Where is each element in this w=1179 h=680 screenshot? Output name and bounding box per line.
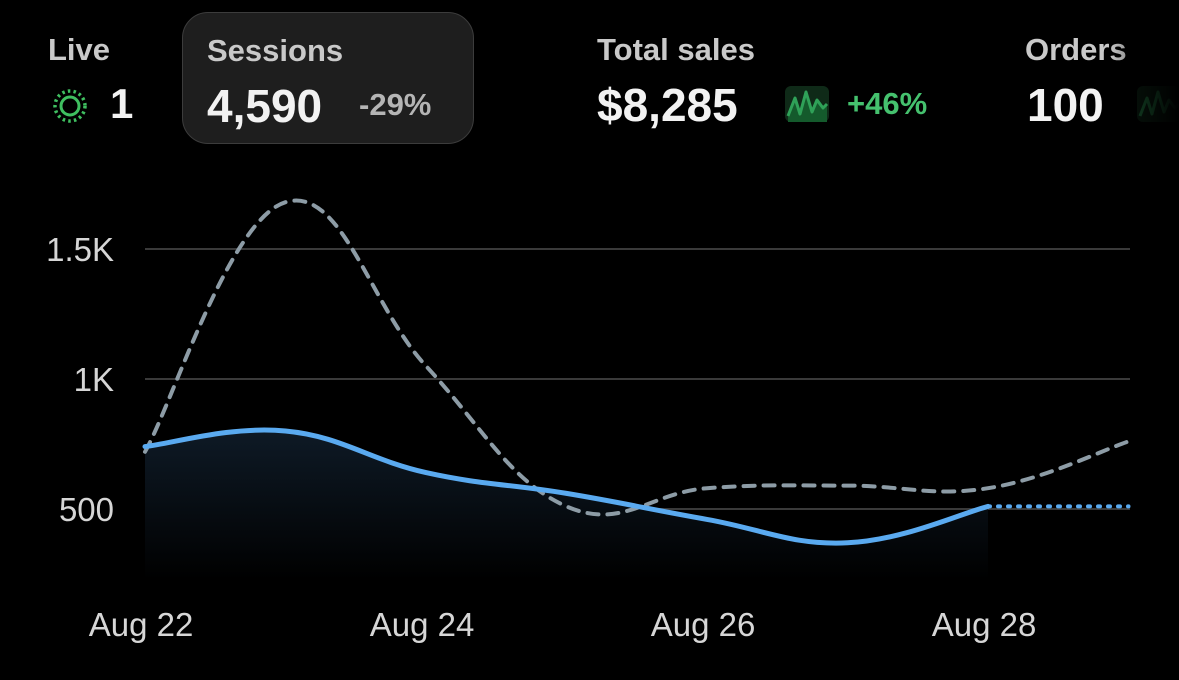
y-tick-label: 1K: [74, 361, 114, 398]
chart-y-axis-labels: 500 1K 1.5K: [46, 231, 114, 528]
metric-sessions-value: 4,590: [207, 80, 323, 132]
metric-sessions-label: Sessions: [207, 33, 344, 68]
x-tick-label: Aug 24: [370, 606, 475, 643]
live-pulse-icon: [53, 89, 87, 123]
metrics-bar: Live 1 Sessions 4,590 -29% Total sales $…: [0, 0, 1179, 160]
y-tick-label: 500: [59, 491, 114, 528]
primary-series-line: [142, 427, 991, 546]
metric-total-sales-change: +46%: [847, 86, 928, 121]
metric-orders-label: Orders: [1025, 32, 1127, 67]
metric-live-label: Live: [48, 32, 111, 67]
metric-total-sales[interactable]: Total sales $8,285 +46%: [597, 0, 977, 150]
y-tick-label: 1.5K: [46, 231, 114, 268]
sparkline-icon: [1137, 86, 1179, 122]
metric-live-value: 1: [110, 80, 134, 127]
sessions-chart: 500 1K 1.5K Aug 22 Aug 24 Aug 26 Aug 28: [46, 198, 1131, 643]
metric-total-sales-value: $8,285: [597, 79, 738, 131]
metric-sessions[interactable]: Sessions 4,590 -29%: [182, 12, 474, 144]
metric-orders-value: 100: [1027, 79, 1104, 131]
primary-series-area: [145, 430, 988, 580]
chart-x-axis-labels: Aug 22 Aug 24 Aug 26 Aug 28: [89, 606, 1037, 643]
comparison-series-line: [143, 198, 1131, 517]
metric-orders[interactable]: Orders 100: [1025, 0, 1179, 150]
metric-live[interactable]: Live 1: [48, 0, 168, 150]
x-tick-label: Aug 22: [89, 606, 194, 643]
chart-area-fill: [145, 430, 988, 580]
chart-series: [142, 198, 1131, 546]
x-tick-label: Aug 28: [932, 606, 1037, 643]
sparkline-icon: [785, 86, 829, 122]
metric-total-sales-label: Total sales: [597, 32, 755, 67]
x-tick-label: Aug 26: [651, 606, 756, 643]
metric-sessions-change: -29%: [359, 87, 432, 122]
